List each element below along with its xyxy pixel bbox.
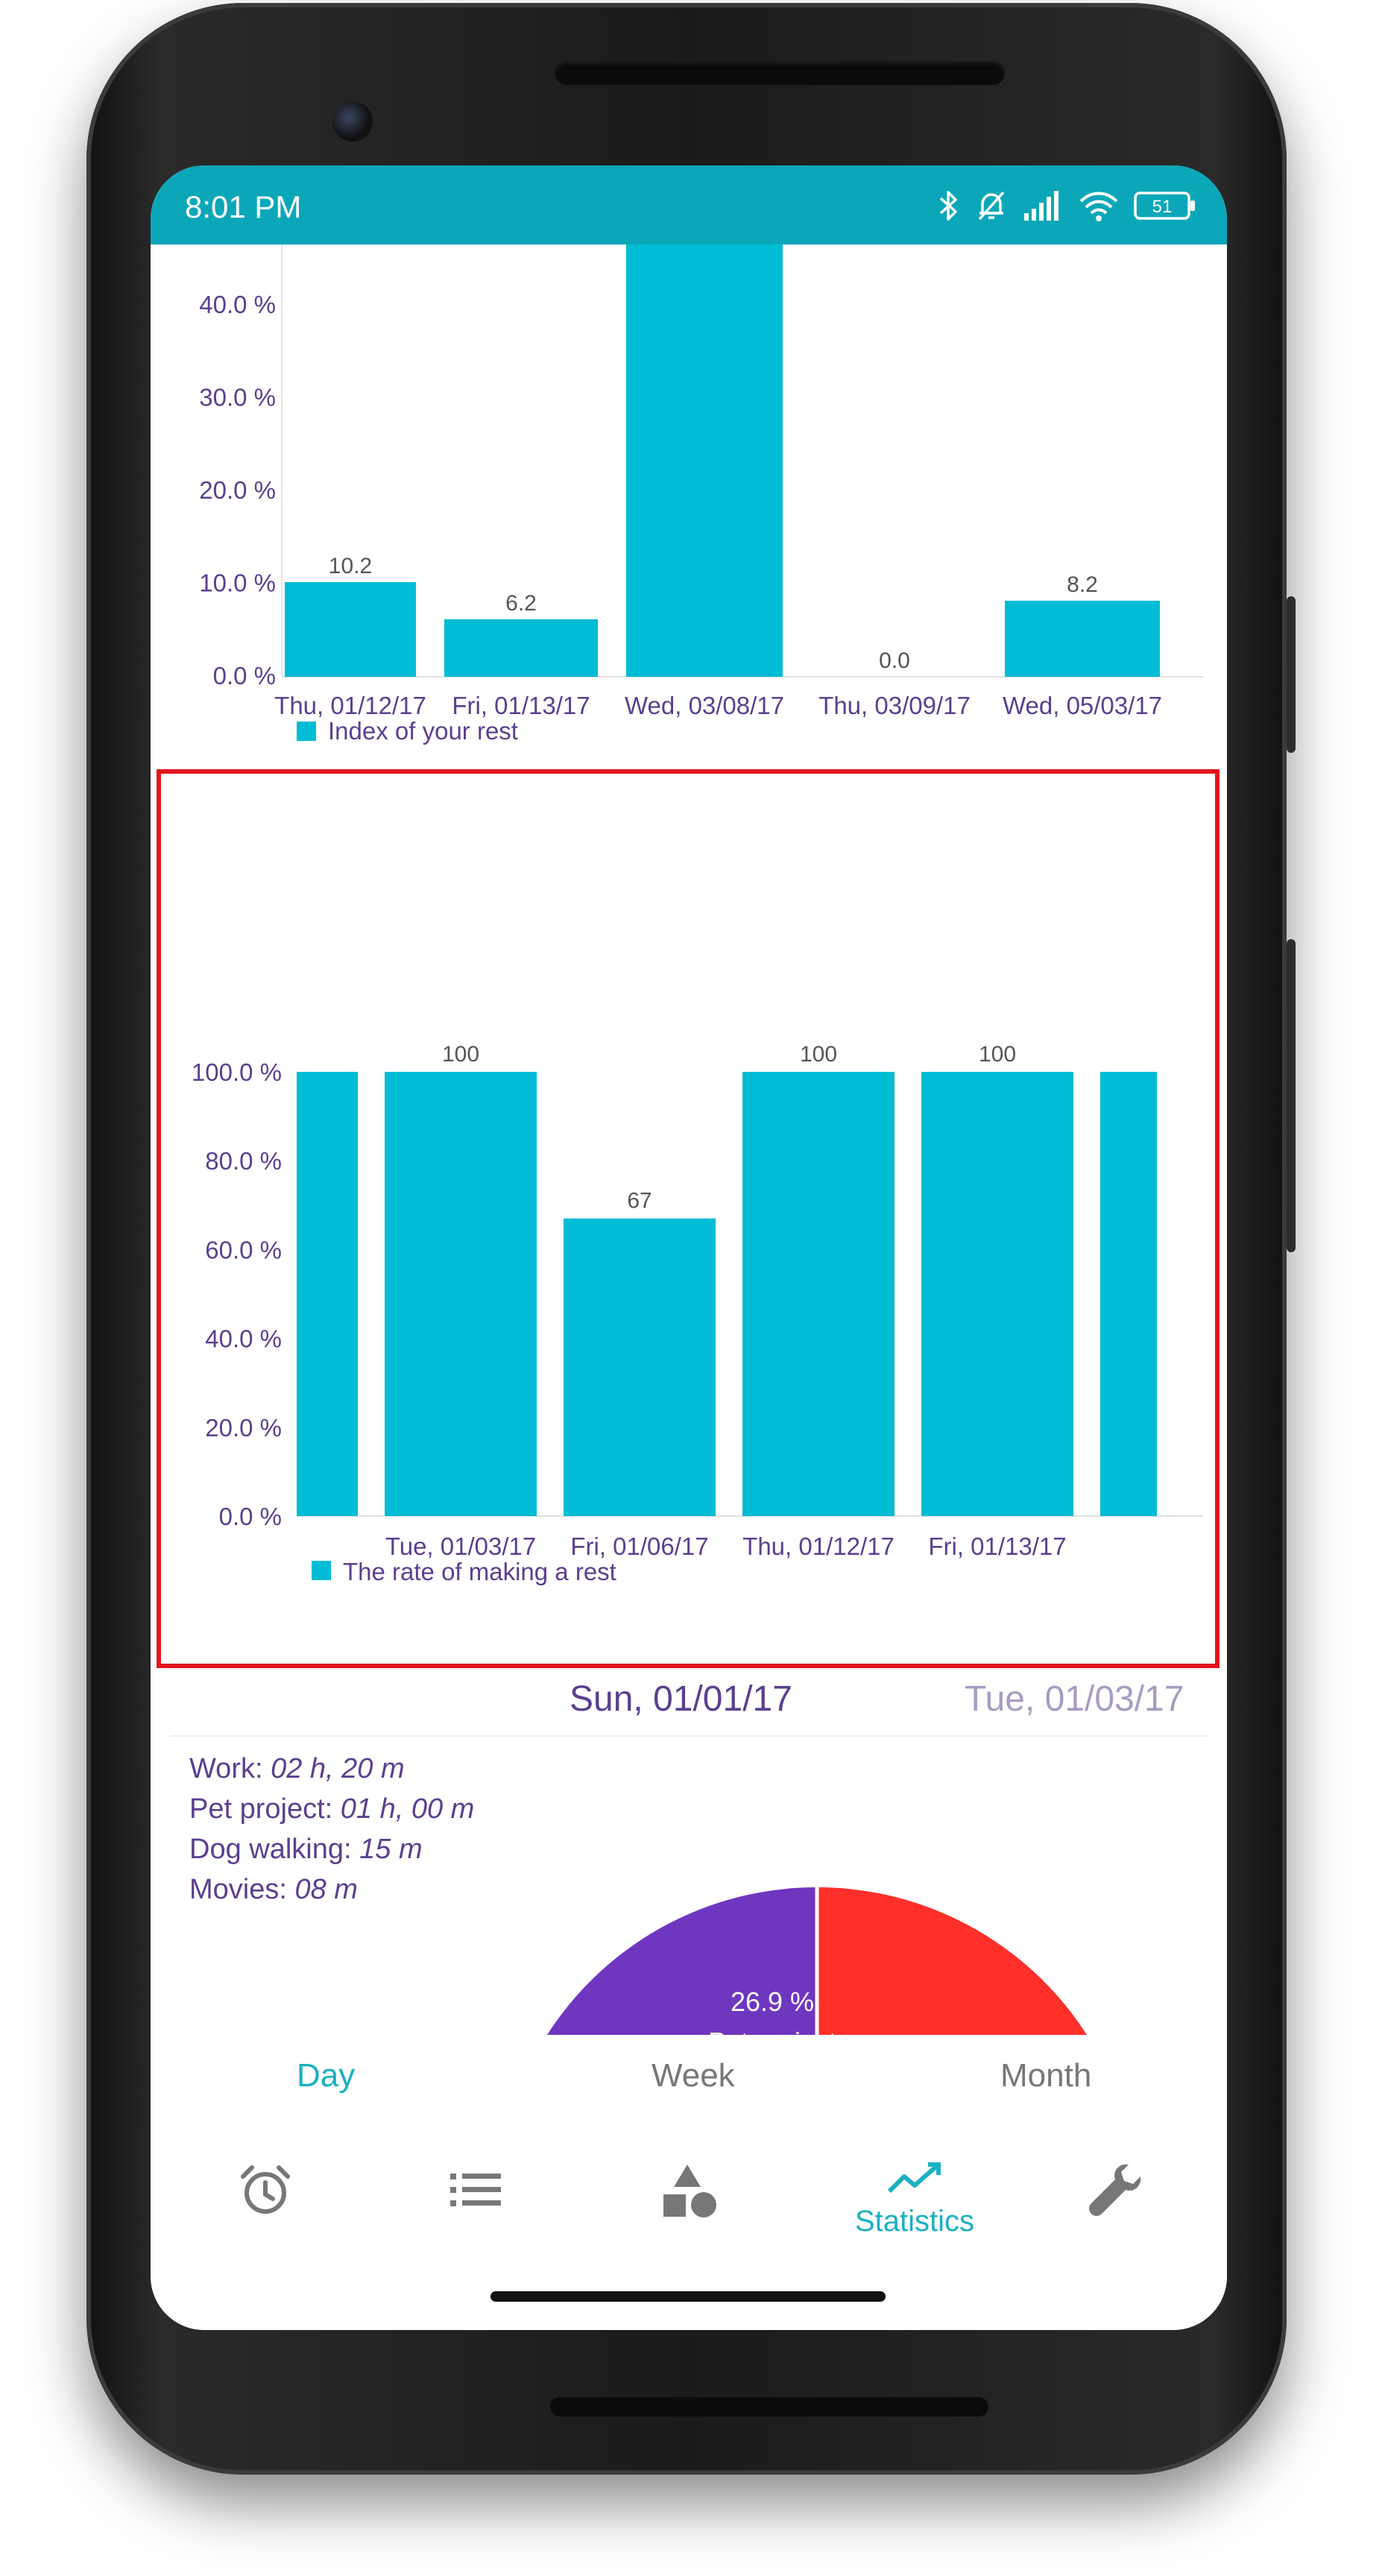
y-tick-label: 80.0 % bbox=[205, 1147, 282, 1175]
x-tick-label: Thu, 01/12/17 bbox=[274, 692, 426, 719]
activity-item: Movies: 08 m bbox=[189, 1869, 474, 1910]
tab-day[interactable]: Day bbox=[297, 2057, 356, 2094]
shapes-icon bbox=[663, 2165, 716, 2217]
status-time: 8:01 PM bbox=[185, 189, 302, 224]
wifi-icon bbox=[1079, 192, 1118, 221]
y-tick-label: 0.0 % bbox=[219, 1503, 282, 1530]
legend-swatch bbox=[312, 1561, 331, 1580]
activity-name: Pet project: bbox=[189, 1793, 333, 1825]
tab-week[interactable]: Week bbox=[652, 2057, 735, 2094]
tab-month[interactable]: Month bbox=[1000, 2057, 1092, 2094]
home-indicator[interactable] bbox=[490, 2291, 886, 2302]
pie-slice-work[interactable] bbox=[817, 1887, 1138, 2059]
activity-pie-chart[interactable]: 26.9 % Pet project bbox=[170, 1671, 1208, 2059]
legend-swatch bbox=[297, 722, 316, 741]
nav-settings[interactable] bbox=[1072, 2160, 1161, 2242]
bar-value-label: 67 bbox=[627, 1189, 652, 1213]
nav-categories[interactable] bbox=[646, 2160, 735, 2242]
y-tick-label: 40.0 % bbox=[205, 1325, 282, 1353]
x-tick-label: Fri, 01/06/17 bbox=[570, 1532, 708, 1560]
bar-value-label: 100 bbox=[800, 1042, 837, 1067]
x-tick-label: Wed, 03/08/17 bbox=[625, 692, 784, 719]
nav-statistics-label: Statistics bbox=[854, 2205, 975, 2238]
alarm-off-icon bbox=[978, 191, 1005, 221]
alarm-icon bbox=[241, 2165, 290, 2214]
statistics-icon bbox=[887, 2162, 941, 2194]
activity-list: Work: 02 h, 20 m Pet project: 01 h, 00 m… bbox=[189, 1749, 474, 1910]
statistics-content[interactable]: 40.0 % 30.0 % 20.0 % 10.0 % 0.0 % 10.2 Thu, 01… bbox=[151, 244, 1227, 2197]
nav-statistics[interactable]: Statistics bbox=[855, 2160, 974, 2242]
bar[interactable] bbox=[385, 1072, 537, 1516]
x-tick-label: Fri, 01/13/17 bbox=[452, 692, 590, 719]
divider bbox=[170, 1735, 1208, 1737]
bar[interactable] bbox=[297, 1072, 358, 1516]
bar[interactable] bbox=[1005, 600, 1160, 677]
current-date: Sun, 01/01/17 bbox=[570, 1679, 792, 1719]
x-tick-label: Thu, 01/12/17 bbox=[742, 1532, 895, 1560]
bar[interactable] bbox=[444, 619, 598, 677]
activity-duration: 15 m bbox=[359, 1834, 423, 1865]
status-bar: 8:01 PM bbox=[151, 165, 1227, 244]
bar-value-label: 0.0 bbox=[879, 648, 910, 673]
nav-alarm[interactable] bbox=[221, 2160, 310, 2242]
y-tick-label: 60.0 % bbox=[205, 1236, 282, 1263]
bar-value-label: 100 bbox=[979, 1042, 1016, 1067]
signal-icon bbox=[1024, 191, 1059, 221]
legend-label: The rate of making a rest bbox=[343, 1558, 616, 1585]
volume-button bbox=[1287, 939, 1296, 1252]
activity-item: Pet project: 01 h, 00 m bbox=[189, 1789, 474, 1829]
bar[interactable] bbox=[921, 1072, 1073, 1516]
period-tabs: Day Week Month bbox=[151, 2035, 1227, 2118]
daily-pie-card[interactable]: 26.9 % Pet project Sun, 01/01/17 Tue, 01… bbox=[170, 1671, 1208, 2059]
bottom-speaker bbox=[550, 2397, 988, 2416]
battery-level: 51 bbox=[1152, 197, 1173, 217]
bar-value-label: 100 bbox=[442, 1042, 479, 1067]
y-tick-label: 100.0 % bbox=[192, 1058, 282, 1086]
activity-duration: 02 h, 20 m bbox=[271, 1753, 405, 1784]
y-tick-label: 10.0 % bbox=[199, 569, 276, 597]
activity-name: Dog walking: bbox=[189, 1834, 352, 1865]
rest-index-chart[interactable]: 40.0 % 30.0 % 20.0 % 10.0 % 0.0 % 10.2 Thu, 01… bbox=[170, 244, 1208, 760]
next-date-link[interactable]: Tue, 01/03/17 bbox=[965, 1679, 1184, 1719]
y-tick-label: 20.0 % bbox=[205, 1414, 282, 1442]
y-tick-label: 40.0 % bbox=[199, 291, 276, 318]
earpiece-speaker bbox=[555, 61, 1005, 85]
y-tick-label: 20.0 % bbox=[199, 476, 276, 504]
bar[interactable] bbox=[285, 582, 416, 677]
x-tick-label: Tue, 01/03/17 bbox=[385, 1532, 536, 1560]
power-button bbox=[1287, 596, 1296, 753]
bar-value-label: 6.2 bbox=[505, 591, 537, 616]
front-camera bbox=[332, 101, 373, 142]
pie-slice-pet-project[interactable] bbox=[496, 1887, 817, 2059]
x-tick-label: Wed, 05/03/17 bbox=[1003, 692, 1162, 719]
activity-duration: 01 h, 00 m bbox=[340, 1793, 475, 1825]
y-tick-label: 30.0 % bbox=[199, 384, 276, 411]
bar[interactable] bbox=[564, 1218, 716, 1516]
activity-duration: 08 m bbox=[294, 1874, 358, 1905]
battery-icon: 51 bbox=[1134, 192, 1195, 220]
wrench-icon bbox=[1089, 2164, 1141, 2216]
list-icon bbox=[450, 2174, 501, 2206]
rest-rate-chart[interactable]: 100.0 % 80.0 % 60.0 % 40.0 % 20.0 % 0.0 % 100 T… bbox=[170, 769, 1208, 1664]
bluetooth-icon bbox=[939, 191, 957, 221]
bar[interactable] bbox=[1100, 1072, 1157, 1516]
activity-item: Work: 02 h, 20 m bbox=[189, 1749, 474, 1789]
bar[interactable] bbox=[626, 244, 783, 677]
activity-name: Work: bbox=[189, 1753, 263, 1784]
legend-label: Index of your rest bbox=[328, 717, 518, 745]
nav-list[interactable] bbox=[431, 2160, 520, 2242]
screen: 8:01 PM bbox=[151, 165, 1227, 2330]
x-tick-label: Thu, 03/09/17 bbox=[818, 692, 971, 719]
y-tick-label: 0.0 % bbox=[213, 662, 276, 689]
activity-name: Movies: bbox=[189, 1874, 287, 1905]
x-tick-label: Fri, 01/13/17 bbox=[928, 1532, 1066, 1560]
bar[interactable] bbox=[742, 1072, 895, 1516]
status-icons: 51 bbox=[938, 183, 1197, 228]
highlight-box bbox=[157, 769, 1220, 1668]
activity-item: Dog walking: 15 m bbox=[189, 1829, 474, 1869]
bar-value-label: 8.2 bbox=[1067, 572, 1098, 597]
bar-value-label: 10.2 bbox=[329, 554, 372, 578]
pie-slice-percent: 26.9 % bbox=[731, 1986, 814, 2017]
